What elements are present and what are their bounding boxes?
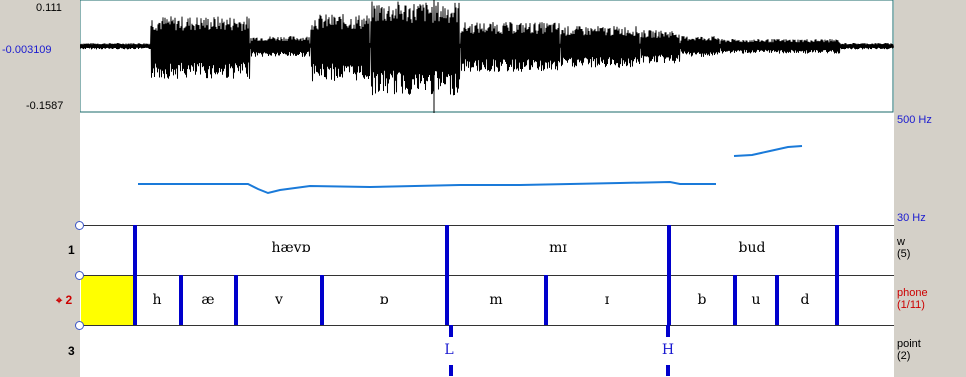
selection-highlight[interactable] xyxy=(81,276,134,325)
tier-handle-icon[interactable] xyxy=(75,271,84,280)
waveform-plot xyxy=(80,0,894,113)
word-interval[interactable]: mɪ xyxy=(549,240,567,256)
pitch-top-label: 500 Hz xyxy=(897,114,932,126)
tier-3-name: point (2) xyxy=(897,338,921,362)
word-boundary[interactable] xyxy=(445,225,449,275)
tier-handle-icon[interactable] xyxy=(75,221,84,230)
point-marker[interactable] xyxy=(449,365,453,376)
phone-boundary[interactable] xyxy=(667,275,671,325)
tier-phones[interactable] xyxy=(80,275,894,326)
tier-3-number: 3 xyxy=(68,344,75,358)
phone-interval[interactable]: m xyxy=(489,292,503,308)
phone-interval[interactable]: b xyxy=(697,292,707,308)
pitch-bottom-label: 30 Hz xyxy=(897,212,926,224)
point-label[interactable]: L xyxy=(444,342,454,358)
point-marker[interactable] xyxy=(449,325,453,337)
tier-2-number: ⌖ 2 xyxy=(56,293,73,307)
tier-points[interactable] xyxy=(80,325,894,377)
tier-words[interactable] xyxy=(80,225,894,276)
pitch-contour xyxy=(138,145,803,195)
word-boundary[interactable] xyxy=(133,225,137,275)
phone-interval[interactable]: ɒ xyxy=(379,292,389,308)
phone-boundary[interactable] xyxy=(733,275,737,325)
tier-1-name: w (5) xyxy=(897,236,911,260)
phone-interval[interactable]: æ xyxy=(201,292,215,308)
word-interval[interactable]: bud xyxy=(738,240,766,256)
phone-boundary[interactable] xyxy=(320,275,324,325)
waveform-ymin-label: -0.1587 xyxy=(26,100,64,112)
tier-1-number: 1 xyxy=(68,243,75,257)
phone-interval[interactable]: h xyxy=(152,292,162,308)
word-interval[interactable]: hævɒ xyxy=(271,240,311,256)
phone-boundary[interactable] xyxy=(445,275,449,325)
word-boundary[interactable] xyxy=(835,225,839,275)
phone-boundary[interactable] xyxy=(133,275,137,325)
point-label[interactable]: H xyxy=(661,342,675,358)
waveform-ymax-label: 0.111 xyxy=(36,2,62,14)
pitch-panel[interactable] xyxy=(80,113,894,225)
tier-handle-icon[interactable] xyxy=(75,321,84,330)
point-marker[interactable] xyxy=(666,365,670,376)
waveform-panel[interactable] xyxy=(80,0,894,113)
waveform-ymid-label: -0.003109 xyxy=(2,44,52,56)
phone-boundary[interactable] xyxy=(544,275,548,325)
phone-boundary[interactable] xyxy=(179,275,183,325)
phone-interval[interactable]: u xyxy=(751,292,761,308)
point-marker[interactable] xyxy=(666,325,670,337)
word-boundary[interactable] xyxy=(667,225,671,275)
phone-interval[interactable]: ɪ xyxy=(604,292,610,308)
phone-interval[interactable]: d xyxy=(800,292,810,308)
phone-boundary[interactable] xyxy=(835,275,839,325)
phone-boundary[interactable] xyxy=(234,275,238,325)
active-tier-marker-icon: ⌖ xyxy=(56,294,63,307)
phone-boundary[interactable] xyxy=(775,275,779,325)
tier-2-name: phone (1/11) xyxy=(897,287,928,311)
phone-interval[interactable]: v xyxy=(275,292,283,308)
